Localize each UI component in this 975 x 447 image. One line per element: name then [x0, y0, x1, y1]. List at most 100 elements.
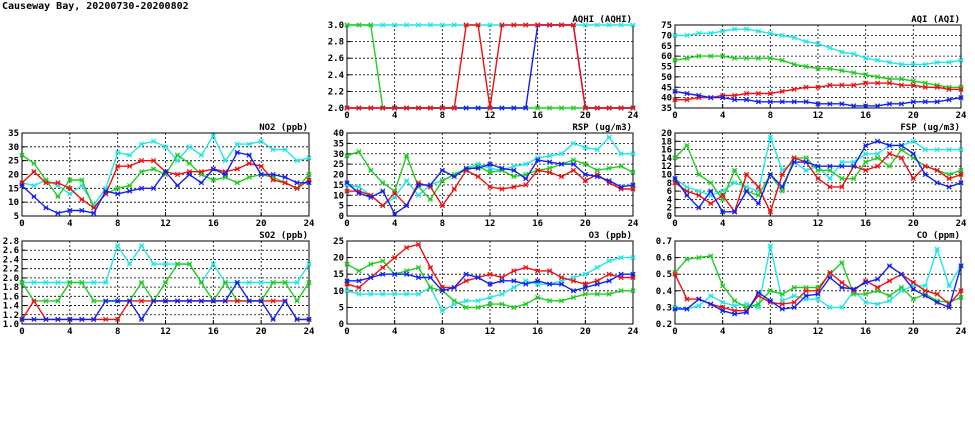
- data-point: [380, 22, 386, 28]
- data-point: [839, 304, 845, 311]
- data-point: [910, 82, 916, 88]
- y-tick-label: 2: [667, 204, 672, 214]
- data-point: [535, 22, 541, 28]
- y-tick-label: 30: [8, 143, 19, 153]
- data-point: [946, 176, 952, 182]
- y-tick-label: 60: [661, 52, 672, 62]
- data-point: [886, 163, 893, 169]
- data-point: [815, 163, 821, 169]
- data-point: [898, 284, 905, 291]
- data-point: [684, 55, 690, 61]
- data-point: [258, 171, 264, 178]
- data-point: [743, 97, 750, 103]
- data-point: [803, 155, 809, 161]
- data-point: [67, 177, 73, 183]
- data-point: [138, 141, 145, 147]
- data-point: [570, 288, 577, 294]
- x-tick-label: 8: [440, 327, 445, 337]
- data-point: [815, 176, 821, 182]
- data-point: [779, 306, 785, 312]
- data-point: [174, 158, 181, 164]
- data-point: [282, 174, 288, 180]
- data-point: [839, 101, 845, 107]
- data-point: [582, 284, 588, 291]
- data-point: [934, 59, 940, 65]
- data-point: [946, 146, 952, 153]
- data-point: [499, 291, 505, 297]
- data-point: [630, 151, 636, 157]
- data-point: [451, 105, 457, 111]
- x-tick-label: 12: [485, 111, 496, 121]
- y-tick-label: 0.4: [656, 287, 673, 297]
- y-tick-label: 50: [661, 73, 672, 83]
- data-point: [115, 163, 121, 169]
- data-point: [803, 63, 809, 70]
- x-tick-label: 24: [628, 327, 639, 337]
- data-point: [922, 163, 928, 169]
- data-point: [886, 298, 893, 304]
- data-point: [91, 210, 97, 216]
- data-point: [791, 99, 797, 105]
- x-tick-label: 16: [860, 219, 871, 229]
- data-point: [827, 269, 833, 276]
- data-point: [684, 256, 690, 262]
- data-point: [958, 294, 964, 301]
- x-tick-label: 20: [908, 219, 919, 229]
- data-point: [511, 304, 517, 311]
- data-point: [582, 22, 588, 28]
- x-tick-label: 24: [628, 219, 639, 229]
- data-point: [282, 180, 288, 186]
- y-tick-label: 25: [8, 157, 19, 167]
- data-point: [696, 92, 702, 99]
- x-tick-label: 16: [532, 219, 543, 229]
- data-point: [127, 188, 133, 194]
- data-point: [863, 80, 869, 86]
- data-point: [922, 288, 928, 294]
- x-tick-label: 16: [208, 327, 219, 337]
- data-point: [198, 279, 204, 286]
- data-point: [523, 161, 529, 167]
- data-point: [439, 308, 445, 314]
- data-point: [791, 86, 797, 92]
- data-point: [380, 271, 386, 277]
- data-point: [910, 138, 916, 144]
- x-tick-label: 12: [485, 219, 496, 229]
- data-point: [222, 279, 228, 286]
- data-point: [103, 279, 109, 286]
- data-point: [851, 70, 857, 76]
- x-tick-label: 8: [768, 327, 773, 337]
- data-point: [368, 261, 374, 267]
- data-point: [246, 141, 252, 147]
- data-point: [922, 61, 928, 68]
- data-point: [886, 76, 893, 82]
- data-point: [827, 304, 833, 311]
- series-line: [21, 159, 310, 209]
- data-point: [606, 271, 612, 277]
- y-tick-label: 1.2: [3, 311, 19, 321]
- data-point: [368, 274, 374, 281]
- x-tick-label: 24: [956, 111, 967, 121]
- x-tick-label: 20: [908, 111, 919, 121]
- y-tick-label: 2.8: [3, 237, 19, 247]
- x-tick-label: 12: [813, 327, 824, 337]
- data-point: [138, 158, 145, 164]
- data-point: [31, 316, 37, 323]
- data-point: [150, 185, 157, 191]
- y-tick-label: 5: [14, 212, 19, 222]
- x-tick-label: 0: [672, 219, 677, 229]
- data-point: [150, 138, 157, 144]
- data-point: [606, 22, 612, 28]
- data-point: [874, 74, 881, 80]
- data-point: [606, 134, 612, 140]
- data-point: [720, 308, 726, 314]
- y-tick-label: 2.2: [3, 265, 19, 275]
- data-point: [558, 105, 565, 111]
- data-point: [67, 185, 73, 191]
- data-point: [415, 192, 422, 198]
- data-point: [258, 279, 264, 286]
- series-blue: [672, 138, 964, 215]
- data-point: [19, 316, 25, 323]
- data-point: [767, 134, 773, 140]
- data-point: [511, 278, 517, 284]
- series-red: [672, 80, 964, 103]
